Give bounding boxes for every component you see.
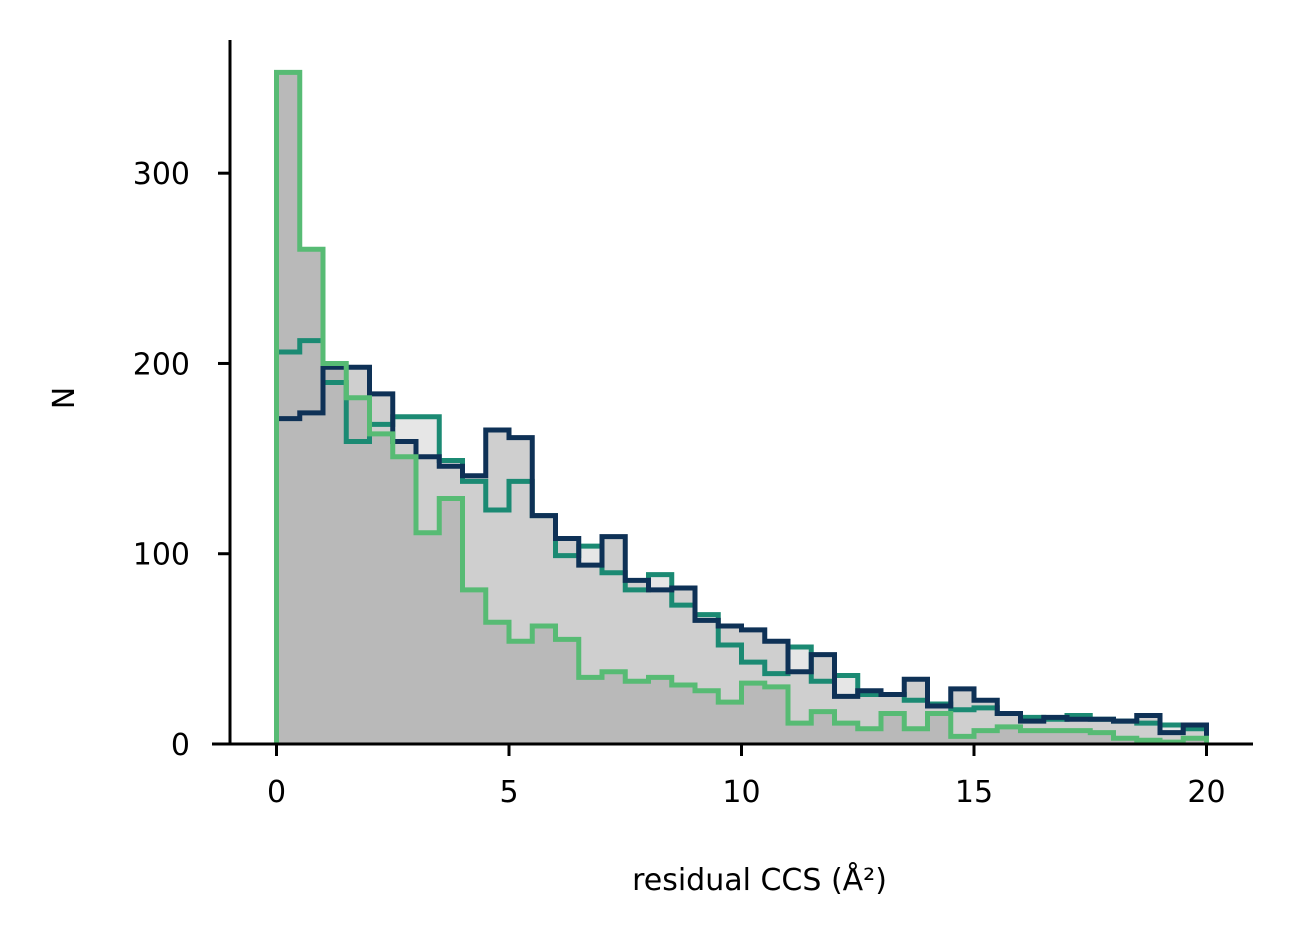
- axes: [212, 40, 1253, 746]
- histogram-outlines: [274, 69, 1209, 745]
- x-tick-label-20: 20: [1187, 775, 1225, 810]
- x-tick-label-10: 10: [722, 775, 760, 810]
- y-tick-label-300: 300: [133, 157, 190, 192]
- x-tick-label-15: 15: [955, 775, 993, 810]
- series-1-outline: [274, 364, 1209, 744]
- series-2-fill: [276, 72, 1207, 744]
- y-tick-label-200: 200: [133, 347, 190, 382]
- y-axis-label: N: [47, 387, 82, 409]
- series-2-outline: [274, 69, 1209, 745]
- y-tick-label-0: 0: [171, 728, 190, 763]
- y-tick-label-100: 100: [133, 538, 190, 573]
- x-tick-label-5: 5: [499, 775, 518, 810]
- x-axis-label: residual CCS (Å²): [632, 862, 887, 898]
- x-tick-label-0: 0: [267, 775, 286, 810]
